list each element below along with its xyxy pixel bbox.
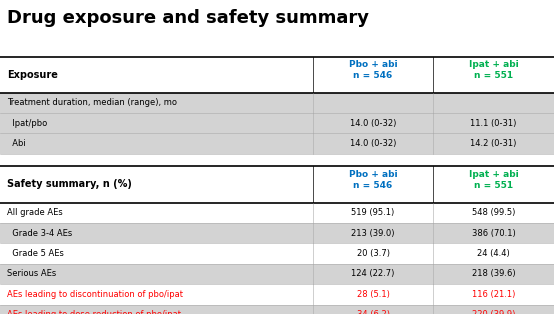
Text: 24 (4.4): 24 (4.4) <box>477 249 510 258</box>
Text: 34 (6.2): 34 (6.2) <box>357 310 389 314</box>
Text: Ipat/pbo: Ipat/pbo <box>7 119 47 128</box>
Text: 14.0 (0-32): 14.0 (0-32) <box>350 139 396 148</box>
Text: 548 (99.5): 548 (99.5) <box>472 208 515 217</box>
Bar <box>0 264 554 284</box>
Bar <box>0 223 554 243</box>
Text: Treatment duration, median (range), mo: Treatment duration, median (range), mo <box>7 98 177 107</box>
Text: Grade 5 AEs: Grade 5 AEs <box>7 249 64 258</box>
Text: Pbo + abi
n = 546: Pbo + abi n = 546 <box>349 170 397 190</box>
Bar <box>0 93 554 113</box>
Bar <box>0 133 554 154</box>
Bar <box>0 243 554 264</box>
Text: 20 (3.7): 20 (3.7) <box>357 249 389 258</box>
Bar <box>0 57 554 93</box>
Text: Pbo + abi
n = 546: Pbo + abi n = 546 <box>349 60 397 80</box>
Text: Grade 3-4 AEs: Grade 3-4 AEs <box>7 229 72 238</box>
Text: All grade AEs: All grade AEs <box>7 208 63 217</box>
Text: Abi: Abi <box>7 139 25 148</box>
Bar <box>0 284 554 305</box>
Bar <box>0 203 554 223</box>
Text: Ipat + abi
n = 551: Ipat + abi n = 551 <box>469 170 519 190</box>
Bar <box>0 113 554 133</box>
Bar <box>0 305 554 314</box>
Text: Safety summary, n (%): Safety summary, n (%) <box>7 180 131 189</box>
Text: 220 (39.9): 220 (39.9) <box>472 310 515 314</box>
Text: 14.2 (0-31): 14.2 (0-31) <box>470 139 517 148</box>
Text: 11.1 (0-31): 11.1 (0-31) <box>470 119 517 128</box>
Text: AEs leading to discontinuation of pbo/ipat: AEs leading to discontinuation of pbo/ip… <box>7 290 183 299</box>
Text: 213 (39.0): 213 (39.0) <box>351 229 395 238</box>
Text: Drug exposure and safety summary: Drug exposure and safety summary <box>7 9 368 27</box>
Text: 124 (22.7): 124 (22.7) <box>351 269 395 279</box>
Text: Serious AEs: Serious AEs <box>7 269 56 279</box>
Text: 14.0 (0-32): 14.0 (0-32) <box>350 119 396 128</box>
Text: AEs leading to dose reduction of pbo/ipat: AEs leading to dose reduction of pbo/ipa… <box>7 310 181 314</box>
Text: Exposure: Exposure <box>7 70 58 79</box>
Text: 519 (95.1): 519 (95.1) <box>351 208 395 217</box>
Text: 28 (5.1): 28 (5.1) <box>357 290 389 299</box>
Bar <box>0 166 554 203</box>
Text: 116 (21.1): 116 (21.1) <box>472 290 515 299</box>
Text: 218 (39.6): 218 (39.6) <box>472 269 515 279</box>
Text: Ipat + abi
n = 551: Ipat + abi n = 551 <box>469 60 519 80</box>
Text: 386 (70.1): 386 (70.1) <box>472 229 515 238</box>
